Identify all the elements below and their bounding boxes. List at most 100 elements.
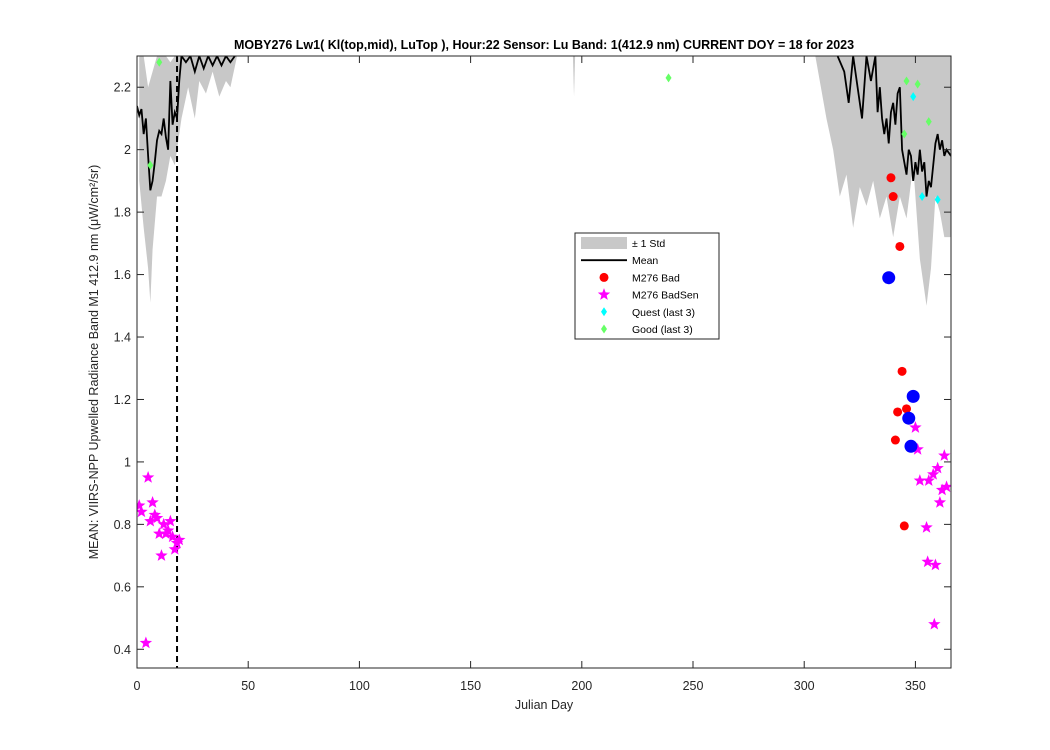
good-point [156,57,163,67]
bad-point [899,521,909,531]
badsen-point [155,549,168,561]
badsen-point [157,517,170,530]
bad-point-blue [904,439,918,453]
y-tick-label: 1.4 [114,331,131,345]
x-tick-label: 150 [460,679,481,693]
y-tick-label: 1 [124,455,131,469]
legend-item-good: Good (last 3) [601,324,693,336]
legend-swatch-badsen [597,288,611,300]
legend-item-std: ± 1 Std [581,237,665,250]
x-axis-label: Julian Day [515,698,574,712]
x-tick-label: 100 [349,679,370,693]
badsen-point [931,461,944,474]
legend-item-badsen: M276 BadSen [597,288,699,302]
good-point [665,73,672,83]
y-tick-label: 1.8 [114,206,131,220]
plot-frame [136,55,952,669]
bad-point [902,404,912,414]
bad-point [895,241,905,251]
std-band-segment-0 [139,56,238,303]
badsen-point [150,511,164,524]
good-point [147,160,154,170]
badsen-point [139,636,153,649]
good-point [901,129,908,139]
x-tick-label: 300 [794,679,815,693]
data-points [137,57,951,649]
badsen-point [929,558,942,571]
plot-area [137,56,951,668]
legend-box [574,232,720,340]
badsen-point [935,483,949,496]
bad-point [886,173,896,183]
badsen-point [938,449,951,461]
std-band-segment-2 [815,56,951,306]
y-tick-label: 1.6 [114,268,131,282]
y-tick-label: 0.6 [114,580,131,594]
y-tick-label: 0.8 [114,518,131,532]
badsen-point [920,520,933,533]
badsen-point [927,467,940,480]
badsen-point [911,442,924,455]
x-tick-label: 200 [571,679,592,693]
legend-label-good: Good (last 3) [632,324,693,336]
legend-label-quest: Quest (last 3) [632,307,695,319]
badsen-point [153,527,166,539]
quest-point [910,92,917,102]
legend: ± 1 Std Mean M276 Bad M276 BadSen Quest (las… [574,232,720,340]
legend-swatch-bad [599,272,609,282]
badsen-point [913,474,927,486]
legend-item-bad: M276 Bad [599,272,680,284]
chart-title: MOBY276 Lw1( Kl(top,mid), LuTop ), Hour:… [234,38,854,52]
badsen-point [922,474,935,486]
std-band-segment-1 [572,56,576,97]
badsen-point [141,471,155,483]
badsen-point [168,542,181,555]
y-axis: 0.4 0.6 0.8 1 1.2 1.4 1.6 1.8 2 2.2 [114,81,951,657]
badsen-point [164,514,177,527]
badsen-point [909,421,922,433]
legend-label-mean: Mean [632,255,658,267]
badsen-point [148,508,161,521]
badsen-point [137,505,148,518]
badsen-point [161,524,175,536]
legend-item-mean: Mean [581,255,658,267]
bad-point-blue [906,389,920,403]
quest-point [919,192,926,202]
badsen-point [928,617,941,630]
legend-label-std: ± 1 Std [632,238,665,250]
y-tick-label: 1.2 [114,393,131,407]
good-point [903,76,910,86]
y-tick-label: 2.2 [114,81,131,95]
y-tick-label: 0.4 [114,643,131,657]
legend-item-quest: Quest (last 3) [601,307,695,319]
badsen-point [166,530,179,543]
good-point [914,79,921,89]
bad-point-blue [902,411,916,425]
bad-point [893,407,903,417]
badsen-point [137,499,146,511]
legend-swatch-good [601,324,607,334]
y-axis-label: MEAN: VIIRS-NPP Upwelled Radiance Band M… [87,165,101,560]
x-tick-label: 0 [134,679,141,693]
legend-swatch-quest [601,307,607,317]
bad-point [897,366,907,376]
x-axis: 0 50 100 150 200 250 300 350 [134,56,926,693]
good-point [925,117,932,127]
x-tick-label: 350 [905,679,926,693]
bad-point [888,192,898,202]
std-band [139,56,951,306]
quest-point [934,195,941,205]
legend-label-bad: M276 Bad [632,272,680,284]
badsen-point [146,496,159,508]
badsen-point [144,514,157,527]
badsen-point [940,480,951,493]
x-tick-label: 50 [241,679,255,693]
badsen-point [921,555,934,568]
legend-label-badsen: M276 BadSen [632,290,699,302]
legend-swatch-std [581,237,627,249]
badsen-point [933,496,947,508]
bad-point [890,435,900,445]
y-tick-label: 2 [124,143,131,157]
badsen-point [173,533,186,546]
